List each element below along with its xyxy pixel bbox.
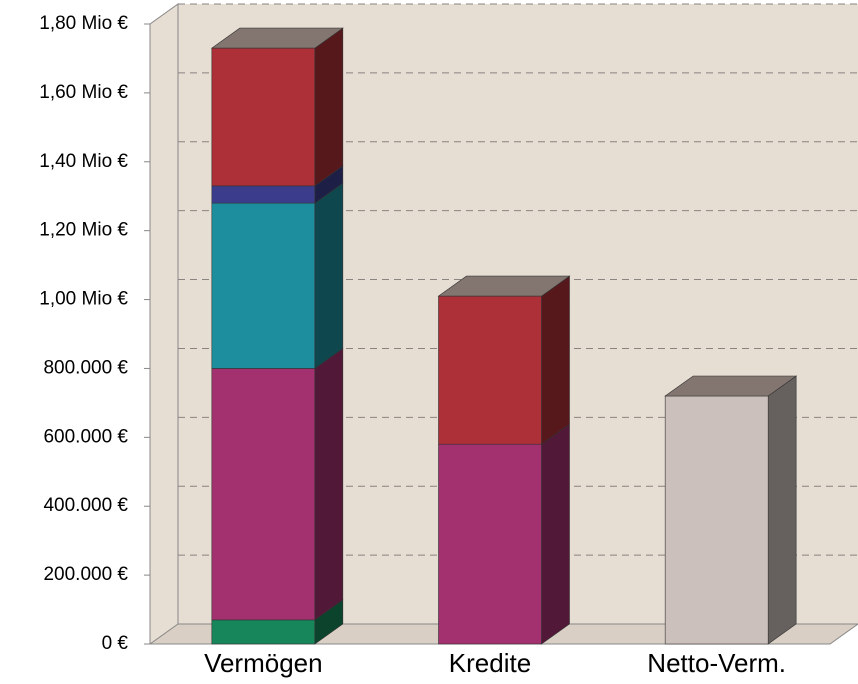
- left-wall: [149, 3, 179, 644]
- bar-side: [314, 182, 344, 370]
- y-tick-label: 1,40 Mio €: [39, 151, 128, 172]
- bar-segment: [211, 202, 316, 369]
- y-tick-label: 1,20 Mio €: [39, 220, 128, 241]
- bar-side: [541, 423, 570, 645]
- bar-side: [314, 27, 344, 187]
- bar-top: [664, 375, 798, 397]
- bar-segment: [438, 295, 542, 445]
- y-tick-label: 0 €: [102, 633, 129, 654]
- bar-top: [210, 27, 344, 49]
- labels: 0 € 200.000 € 400.000 € 600.000 € 800.000 € 1…: [39, 13, 786, 678]
- y-tick-label: 400.000 €: [43, 495, 128, 516]
- x-tick-label: Kredite: [449, 648, 531, 678]
- y-tick-label: 1,60 Mio €: [39, 82, 128, 103]
- y-tick-label: 1,80 Mio €: [39, 13, 128, 34]
- bar-side: [314, 347, 344, 621]
- x-tick-label: Vermögen: [204, 648, 323, 678]
- bar-segment: [438, 443, 542, 645]
- x-tick-label: Netto-Verm.: [647, 648, 786, 678]
- bar-side: [767, 375, 797, 645]
- bar-segment: [664, 395, 769, 645]
- bars: [210, 27, 798, 645]
- y-tick-label: 800.000 €: [43, 357, 128, 378]
- bar-top: [437, 275, 571, 297]
- y-tick-label: 1,00 Mio €: [39, 289, 128, 310]
- y-tick-label: 600.000 €: [43, 426, 128, 447]
- bar-side: [541, 275, 570, 445]
- bar-segment: [211, 368, 316, 621]
- bar-segment: [211, 47, 316, 187]
- y-tick-label: 200.000 €: [43, 564, 128, 585]
- bar-segment: [211, 185, 316, 204]
- bar-segment: [211, 619, 316, 645]
